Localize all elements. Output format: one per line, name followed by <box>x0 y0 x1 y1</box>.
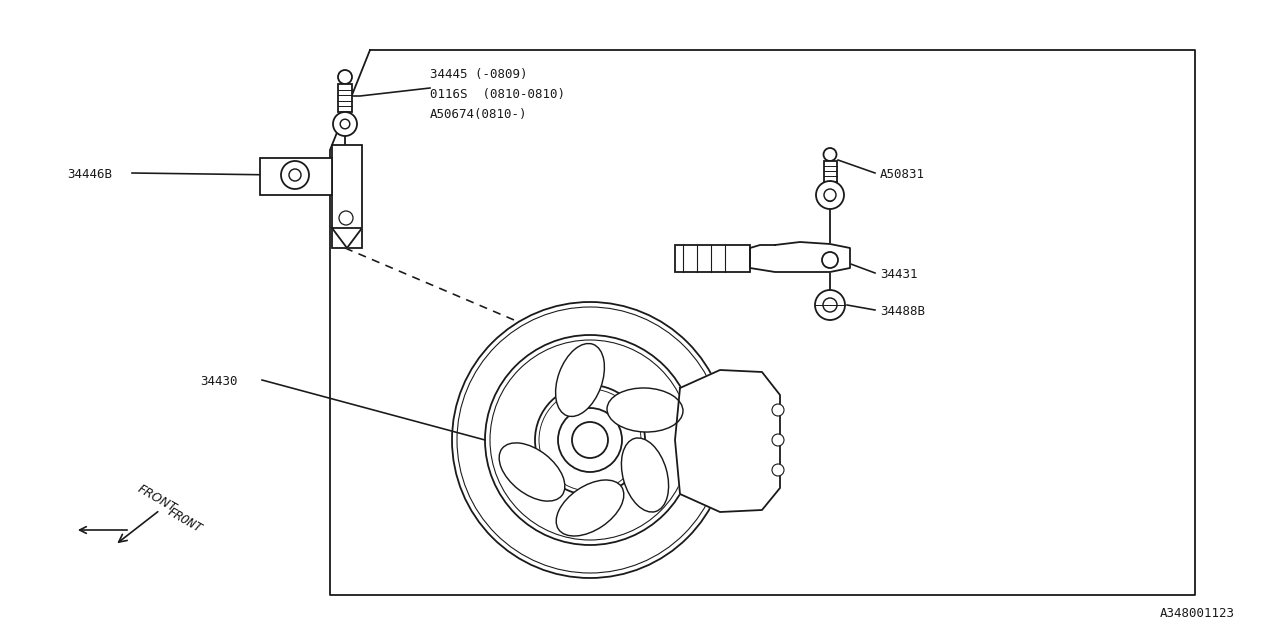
Text: FRONT: FRONT <box>165 505 204 535</box>
Circle shape <box>558 408 622 472</box>
Bar <box>338 84 352 112</box>
Ellipse shape <box>557 480 623 536</box>
Circle shape <box>822 252 838 268</box>
Circle shape <box>823 148 837 161</box>
Circle shape <box>282 161 308 189</box>
Circle shape <box>823 298 837 312</box>
Circle shape <box>772 404 785 416</box>
Circle shape <box>333 112 357 136</box>
Text: 34431: 34431 <box>881 268 918 281</box>
Circle shape <box>535 385 645 495</box>
Circle shape <box>826 193 835 202</box>
Circle shape <box>457 307 723 573</box>
Circle shape <box>817 181 844 209</box>
Text: FRONT: FRONT <box>134 483 178 515</box>
Circle shape <box>824 189 836 201</box>
Text: A50831: A50831 <box>881 168 925 181</box>
Bar <box>675 245 750 272</box>
Polygon shape <box>332 228 362 248</box>
Circle shape <box>819 186 841 208</box>
Circle shape <box>572 422 608 458</box>
Circle shape <box>539 389 641 491</box>
Bar <box>260 158 332 195</box>
Bar <box>823 161 837 186</box>
Circle shape <box>815 290 845 320</box>
Circle shape <box>485 335 695 545</box>
Text: 34446B: 34446B <box>67 168 113 181</box>
Text: 0116S  (0810-0810): 0116S (0810-0810) <box>430 88 564 101</box>
Circle shape <box>772 464 785 476</box>
Circle shape <box>452 302 728 578</box>
Text: 34445 (-0809): 34445 (-0809) <box>430 68 527 81</box>
Circle shape <box>338 70 352 84</box>
Circle shape <box>340 119 349 129</box>
Circle shape <box>289 169 301 181</box>
Text: A50674(0810-): A50674(0810-) <box>430 108 527 121</box>
Circle shape <box>490 340 690 540</box>
Polygon shape <box>750 242 850 272</box>
Text: A348001123: A348001123 <box>1160 607 1235 620</box>
Bar <box>332 145 362 248</box>
Ellipse shape <box>556 344 604 417</box>
Ellipse shape <box>621 438 668 512</box>
Circle shape <box>772 434 785 446</box>
Ellipse shape <box>607 388 684 432</box>
Ellipse shape <box>499 443 564 501</box>
Circle shape <box>339 211 353 225</box>
Text: 34430: 34430 <box>200 375 238 388</box>
Polygon shape <box>675 370 780 512</box>
Text: 34488B: 34488B <box>881 305 925 318</box>
